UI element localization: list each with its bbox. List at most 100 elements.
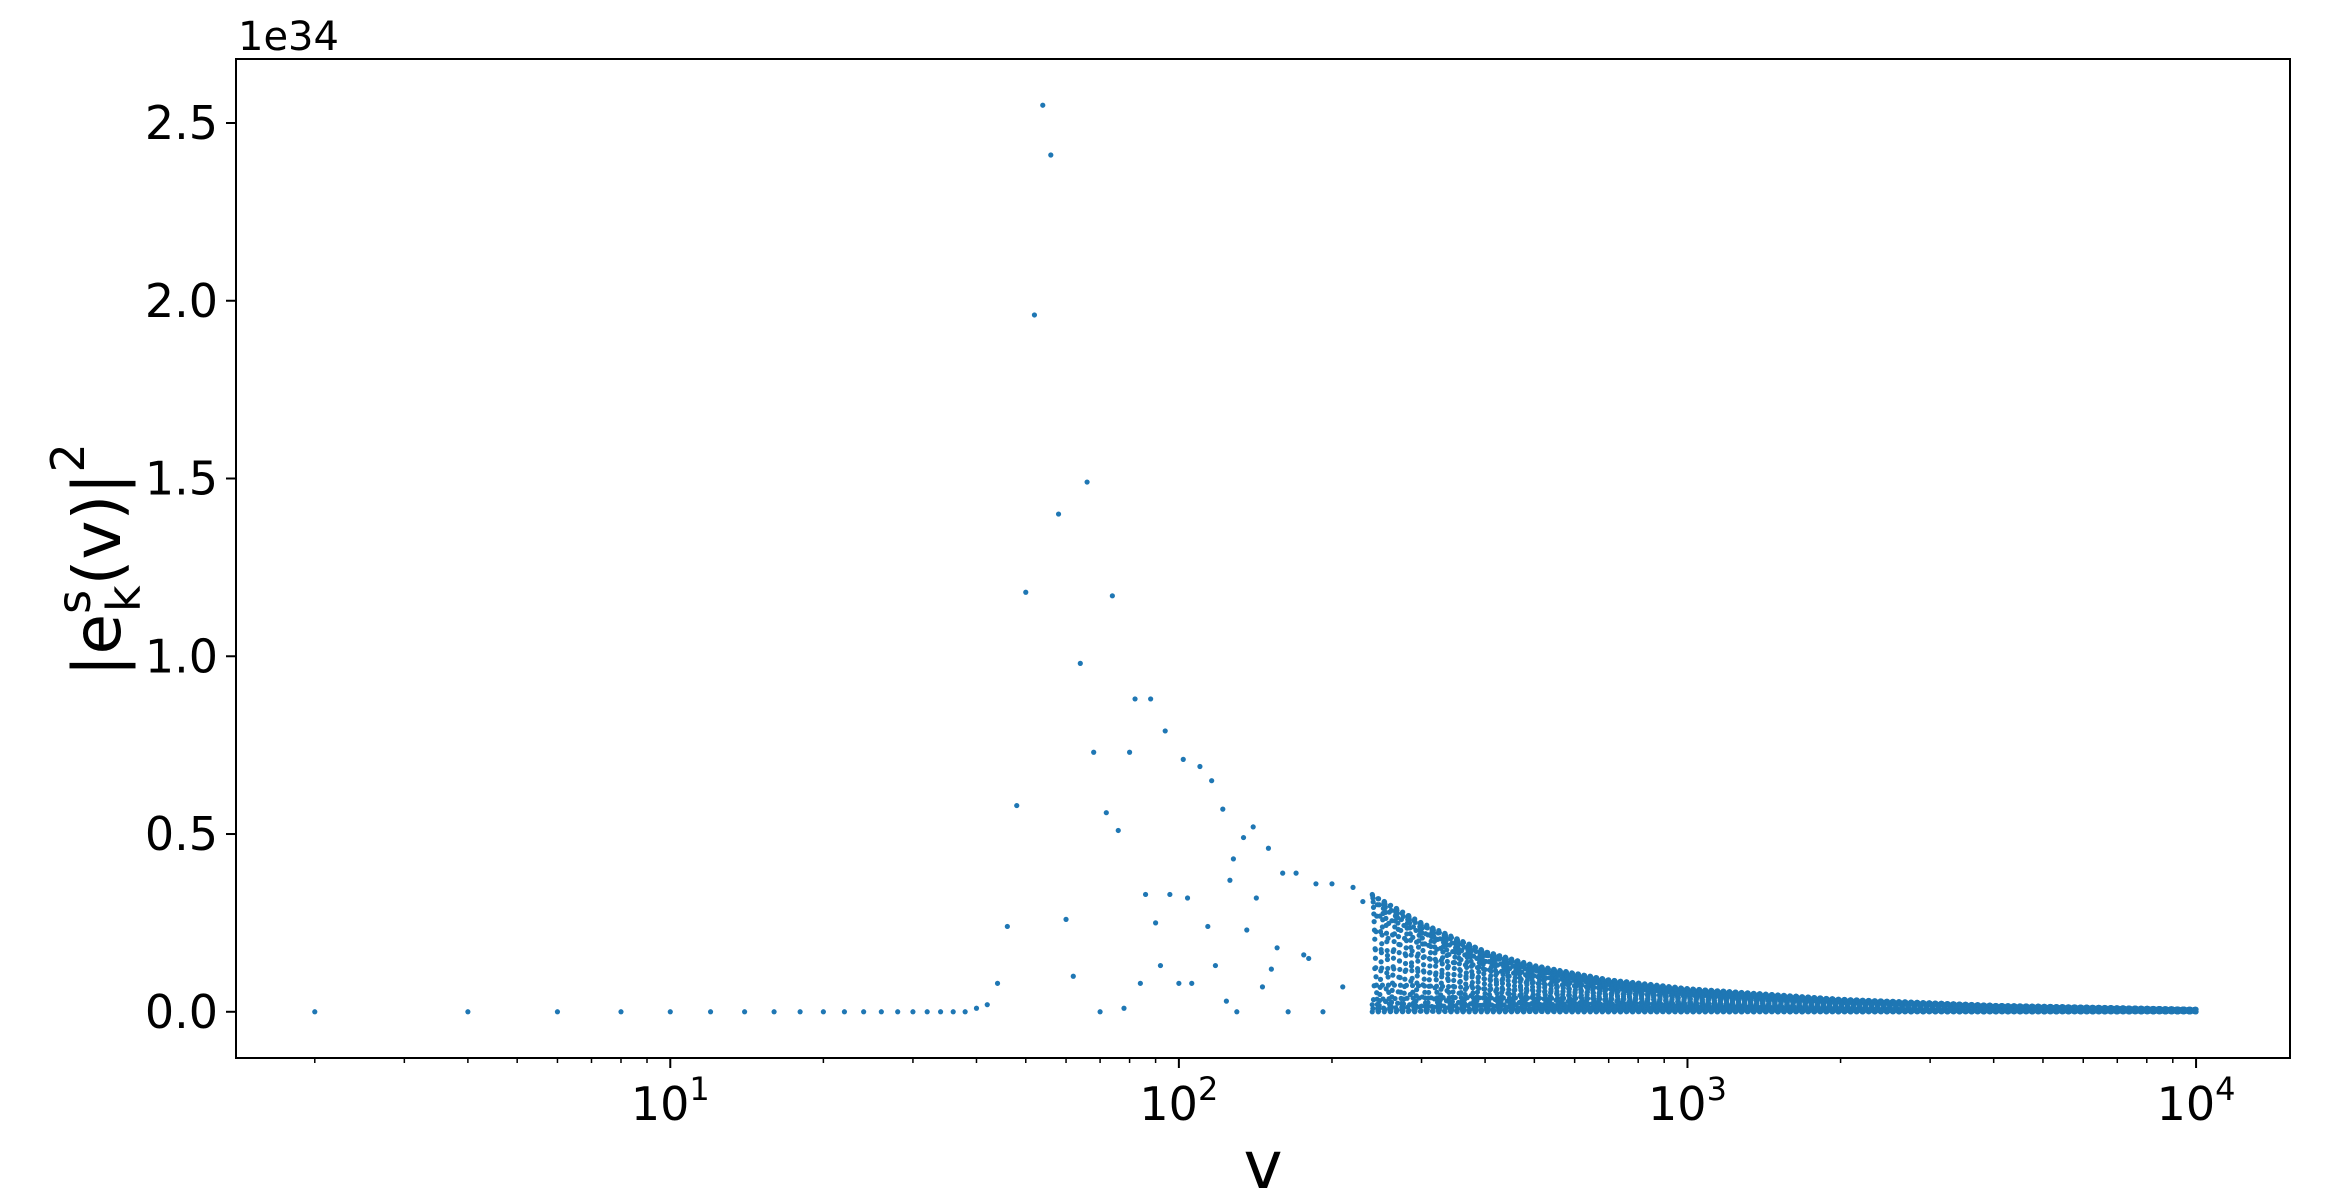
tail-point (1512, 975, 1518, 981)
tail-point (1397, 974, 1403, 981)
tail-point (1419, 1003, 1425, 1009)
tail-point (1500, 986, 1506, 992)
scatter-markers (312, 102, 2199, 1015)
tail-point (1452, 994, 1458, 1001)
data-point (1189, 980, 1195, 986)
x-axis: 101 102 103 104 (314, 1058, 2236, 1131)
data-point (1280, 870, 1286, 876)
data-point (973, 1005, 980, 1011)
tail-point (1427, 950, 1434, 956)
tail-point (1481, 976, 1488, 982)
tail-point (1530, 979, 1536, 986)
tail-point (1493, 979, 1500, 985)
tail-point (1457, 978, 1463, 985)
data-point (312, 1009, 318, 1015)
data-point (962, 1009, 968, 1015)
x-tick-label: 101 (631, 1070, 710, 1131)
tail-point (1375, 896, 1382, 902)
tail-point (1373, 965, 1379, 971)
tail-point (1427, 963, 1433, 969)
tail-point (1396, 958, 1403, 964)
data-point (1077, 660, 1083, 666)
tail-point (1433, 970, 1439, 976)
data-point (1142, 891, 1149, 898)
tail-point (1398, 927, 1404, 934)
data-point (861, 1009, 867, 1015)
tail-point (1603, 986, 1609, 993)
data-point (1167, 891, 1173, 898)
tail-point (1372, 955, 1379, 961)
tail-point (1461, 944, 1467, 950)
tail-point (1451, 972, 1457, 978)
tail-point (1488, 964, 1494, 970)
tail-point (1482, 966, 1488, 973)
tail-point (1621, 1001, 1628, 1007)
tail-point (1403, 982, 1410, 988)
tail-point (1384, 970, 1390, 976)
tail-point (2193, 1009, 2199, 1015)
tail-point (1395, 934, 1402, 940)
tail-point (1633, 1001, 1640, 1007)
data-point (1253, 895, 1259, 901)
tail-point (1433, 963, 1439, 969)
tail-point (1419, 926, 1425, 932)
y-tick-label: 0.5 (145, 807, 218, 861)
tail-point (1384, 956, 1391, 963)
tail-point (1463, 970, 1469, 976)
tail-point (1476, 969, 1482, 975)
tail-point (1627, 989, 1633, 996)
tail-point (1445, 963, 1451, 969)
tail-point (1645, 996, 1651, 1002)
tail-point (1470, 990, 1476, 996)
tail-point (1414, 973, 1420, 979)
tail-point (1388, 902, 1394, 908)
tail-point (1394, 1007, 1400, 1013)
tail-point (1485, 953, 1491, 959)
tail-point (1415, 958, 1421, 964)
tail-point (1370, 895, 1376, 901)
tail-point (1487, 977, 1494, 984)
data-point (1360, 898, 1366, 905)
tail-point (1452, 954, 1458, 960)
data-point (878, 1009, 884, 1015)
tail-point (1373, 982, 1379, 988)
data-point (1340, 984, 1346, 990)
tail-point (1433, 983, 1440, 989)
tail-point (1382, 905, 1388, 911)
tail-point (1464, 959, 1470, 965)
data-point (1137, 980, 1143, 986)
tail-point (1385, 982, 1392, 988)
data-point (1285, 1009, 1291, 1015)
data-point (1306, 955, 1312, 962)
tail-point (1488, 968, 1494, 974)
tail-point (1518, 991, 1524, 997)
tail-point (1408, 963, 1415, 969)
y-tick-label: 2.0 (145, 274, 218, 328)
tail-point (1383, 915, 1389, 921)
tail-point (1491, 1007, 1497, 1014)
tail-point (1451, 977, 1457, 984)
y-tick-label: 1.0 (145, 629, 218, 683)
tail-point (1552, 1007, 1558, 1013)
tail-point (1469, 979, 1475, 986)
tail-point (1378, 959, 1384, 965)
tail-point (1512, 979, 1518, 985)
tail-point (1448, 934, 1455, 941)
tail-point (1409, 948, 1415, 954)
tail-point (1415, 968, 1421, 974)
tail-point (1536, 988, 1542, 994)
tail-point (1566, 986, 1572, 992)
data-point (1162, 728, 1168, 734)
y-tick-label: 0.0 (145, 985, 218, 1039)
tail-point (1457, 968, 1463, 974)
tail-point (1452, 984, 1458, 990)
tail-point (1422, 989, 1428, 995)
data-point (1293, 870, 1299, 876)
data-point (1040, 102, 1046, 108)
tail-point (1415, 944, 1422, 950)
tail-point (1385, 974, 1391, 980)
data-point (1268, 966, 1274, 972)
data-point (1115, 827, 1121, 834)
tail-point (1371, 919, 1377, 925)
tail-point (1470, 985, 1476, 991)
